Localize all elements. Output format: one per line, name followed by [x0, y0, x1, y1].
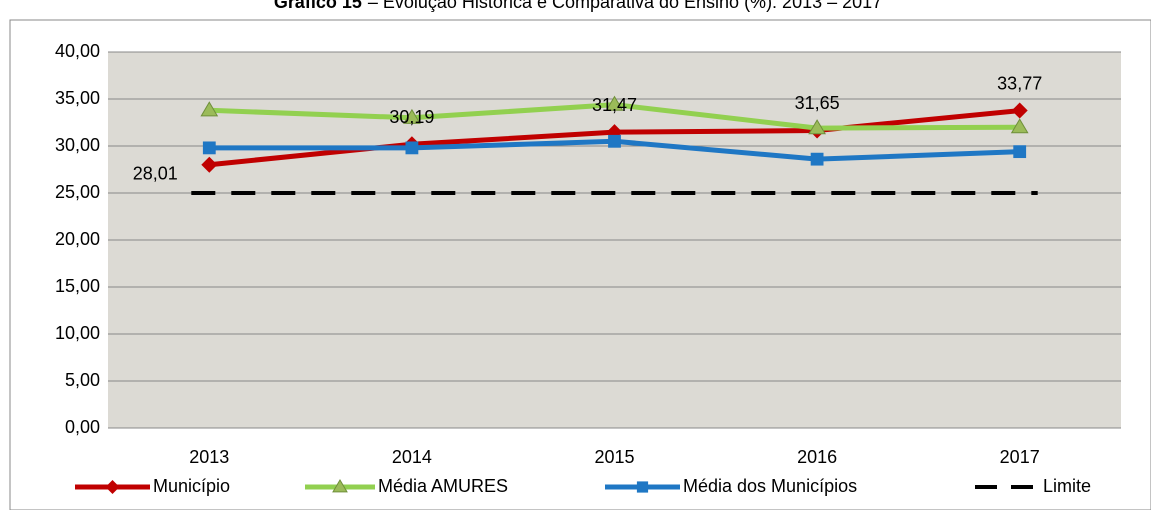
- y-tick-label: 10,00: [55, 323, 100, 343]
- data-label: 31,65: [795, 93, 840, 113]
- marker: [605, 95, 624, 111]
- y-tick-label: 30,00: [55, 135, 100, 155]
- marker: [1013, 145, 1027, 159]
- legend-label: Média dos Municípios: [683, 476, 857, 496]
- x-tick-label: 2017: [1000, 447, 1040, 467]
- y-tick-label: 15,00: [55, 276, 100, 296]
- data-label: 28,01: [133, 163, 178, 183]
- y-tick-label: 5,00: [65, 370, 100, 390]
- data-label: 30,19: [389, 107, 434, 127]
- marker: [403, 108, 421, 124]
- marker: [200, 101, 219, 117]
- x-tick-label: 2013: [189, 447, 229, 467]
- legend-marker: [636, 481, 649, 493]
- marker: [808, 119, 826, 135]
- title-text: – Evolução Histórica e Comparativa do En…: [368, 0, 882, 12]
- y-tick-label: 35,00: [55, 88, 100, 108]
- y-tick-label: 40,00: [55, 41, 100, 61]
- marker: [405, 141, 419, 155]
- marker: [201, 156, 218, 173]
- title-number: Gráfico 15: [274, 0, 362, 12]
- legend-label: Média AMURES: [378, 476, 508, 496]
- marker: [1010, 118, 1029, 134]
- marker: [202, 141, 216, 155]
- legend-marker: [332, 479, 348, 493]
- marker: [608, 134, 621, 148]
- x-tick-label: 2015: [594, 447, 634, 467]
- legend-label: Município: [153, 476, 230, 496]
- data-label: 31,47: [592, 95, 637, 115]
- marker: [1011, 102, 1028, 119]
- y-tick-label: 0,00: [65, 417, 100, 437]
- y-tick-label: 25,00: [55, 182, 100, 202]
- legend-marker: [105, 480, 120, 494]
- x-tick-label: 2014: [392, 447, 432, 467]
- x-tick-label: 2016: [797, 447, 837, 467]
- y-tick-label: 20,00: [55, 229, 100, 249]
- data-label: 33,77: [997, 73, 1042, 93]
- marker: [810, 152, 824, 166]
- chart-title: Gráfico 15 – Evolução Histórica e Compara…: [274, 0, 882, 12]
- legend-label: Limite: [1043, 476, 1091, 496]
